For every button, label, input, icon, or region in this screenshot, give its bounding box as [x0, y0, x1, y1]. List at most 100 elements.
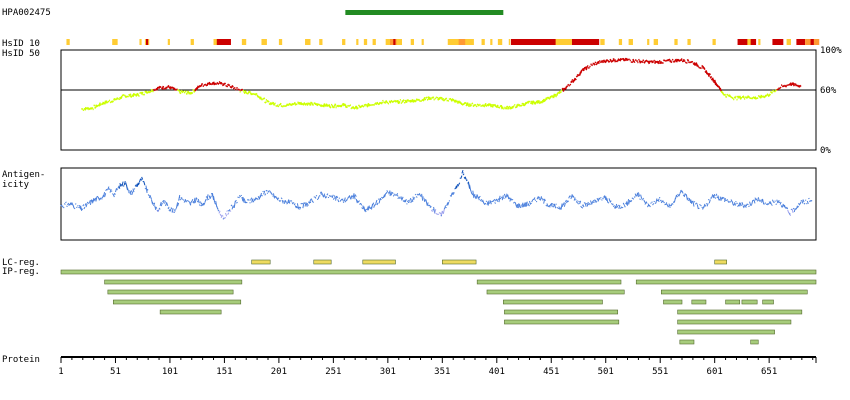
antigenicity-line-segment — [509, 197, 512, 202]
identity-line-segment — [616, 60, 619, 63]
identity-line-segment — [794, 83, 798, 87]
antigenicity-line-segment — [731, 201, 734, 206]
hsid10-segment — [618, 39, 623, 45]
identity-line-segment — [587, 66, 590, 70]
antigenicity-line-segment — [666, 203, 669, 207]
antigenicity-line-segment — [201, 203, 204, 206]
antigenicity-line-segment — [594, 199, 597, 203]
antigenicity-data-point — [745, 205, 747, 207]
antigenicity-line-segment — [152, 202, 154, 205]
antigenicity-line-segment — [715, 193, 718, 197]
identity-line-segment — [632, 58, 635, 63]
hsid10-segment — [712, 39, 716, 45]
antigenicity-line-segment — [736, 202, 738, 205]
antigenicity-line-segment — [606, 198, 609, 203]
antigenicity-data-point — [130, 193, 132, 195]
antigenicity-line-segment — [284, 200, 287, 203]
identity-data-point — [712, 79, 715, 81]
identity-data-point — [440, 98, 442, 100]
identity-line-segment — [393, 99, 396, 102]
identity-line-segment — [107, 100, 110, 103]
antigenicity-line-segment — [454, 185, 457, 190]
antigenicity-line-segment — [137, 182, 140, 186]
identity-line-segment — [619, 57, 622, 62]
identity-line-segment — [408, 99, 412, 103]
antigenicity-data-point — [60, 205, 62, 207]
antigenicity-line-segment — [148, 194, 151, 199]
ip-region-bar — [503, 299, 603, 305]
antigenicity-line-segment — [522, 203, 525, 208]
identity-data-point — [560, 91, 562, 93]
identity-line-segment — [243, 91, 246, 95]
antigenicity-line-segment — [236, 201, 238, 204]
antigenicity-line-segment — [230, 204, 233, 207]
antigenicity-data-point — [462, 172, 464, 174]
antigenicity-line-segment — [640, 194, 643, 199]
identity-line-segment — [339, 104, 342, 108]
antigenicity-data-point — [495, 200, 497, 202]
antigenicity-line-segment — [751, 199, 754, 205]
identity-line-segment — [263, 97, 266, 100]
antigenicity-line-segment — [476, 194, 479, 199]
identity-data-point — [745, 96, 747, 98]
identity-line-segment — [600, 59, 604, 63]
identity-y-tick-label: 100% — [820, 46, 842, 56]
identity-line-segment — [559, 91, 562, 94]
antigenicity-line-segment — [196, 200, 199, 203]
identity-line-segment — [768, 93, 771, 97]
lc-region-bar — [714, 259, 727, 265]
antigenicity-line-segment — [809, 200, 811, 203]
antigenicity-data-point — [418, 193, 421, 195]
antigenicity-line-segment — [447, 201, 450, 206]
antigenicity-plot-frame — [60, 167, 817, 241]
antigenicity-line-segment — [389, 191, 392, 197]
antigen-id-label[interactable]: HPA002475 — [2, 8, 51, 18]
antigenicity-line-segment — [436, 213, 439, 215]
antigenicity-line-segment — [209, 195, 212, 199]
identity-line-segment — [496, 104, 499, 109]
hsid10-segment — [241, 39, 247, 45]
identity-line-segment — [226, 85, 229, 88]
antigenicity-line-segment — [678, 193, 681, 197]
antigenicity-data-point — [560, 206, 562, 208]
ip-region-bar — [486, 289, 625, 295]
identity-line-segment — [733, 96, 736, 99]
antigenicity-line-segment — [494, 202, 497, 204]
antigenicity-line-segment — [202, 202, 205, 207]
ip-region-bar — [679, 339, 695, 345]
identity-line-segment — [569, 83, 572, 86]
antigenicity-line-segment — [107, 186, 110, 190]
identity-line-segment — [564, 86, 568, 90]
identity-line-segment — [244, 90, 247, 94]
antigenicity-line-segment — [403, 199, 406, 203]
antigenicity-line-segment — [689, 199, 692, 204]
identity-line-segment — [136, 92, 140, 96]
antigen-region-bar — [345, 10, 504, 15]
identity-line-segment — [526, 100, 530, 104]
antigenicity-line-segment — [384, 193, 387, 198]
identity-data-point — [527, 102, 529, 104]
antigenicity-line-segment — [428, 204, 431, 207]
antigenicity-data-point — [691, 201, 693, 203]
antigenicity-line-segment — [439, 212, 442, 215]
antigenicity-data-point — [593, 201, 595, 203]
identity-line-segment — [538, 102, 541, 105]
antigenicity-line-segment — [407, 199, 409, 203]
antigenicity-data-point — [658, 198, 660, 200]
identity-line-segment — [187, 91, 191, 95]
antigenicity-line-segment — [169, 208, 172, 212]
antigenicity-line-segment — [610, 202, 613, 205]
identity-line-segment — [355, 105, 359, 110]
antigenicity-line-segment — [575, 200, 578, 203]
ip-region-bar — [504, 319, 620, 325]
antigenicity-line-segment — [272, 193, 276, 199]
identity-line-segment — [742, 95, 745, 99]
antigenicity-line-segment — [507, 194, 510, 200]
antigenicity-line-segment — [469, 184, 472, 191]
antigenicity-line-segment — [572, 195, 575, 198]
identity-line-segment — [776, 88, 779, 91]
antigenicity-line-segment — [560, 203, 563, 210]
antigenicity-line-segment — [378, 198, 381, 204]
identity-line-segment — [137, 94, 140, 97]
identity-data-point — [298, 102, 301, 104]
